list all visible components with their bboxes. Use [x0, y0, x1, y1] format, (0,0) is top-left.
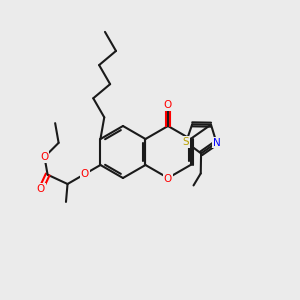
Text: O: O [37, 184, 45, 194]
Text: O: O [164, 100, 172, 110]
Text: O: O [40, 152, 49, 162]
Text: S: S [183, 137, 189, 147]
Text: O: O [81, 169, 89, 179]
Text: N: N [213, 138, 220, 148]
Text: O: O [164, 174, 172, 184]
